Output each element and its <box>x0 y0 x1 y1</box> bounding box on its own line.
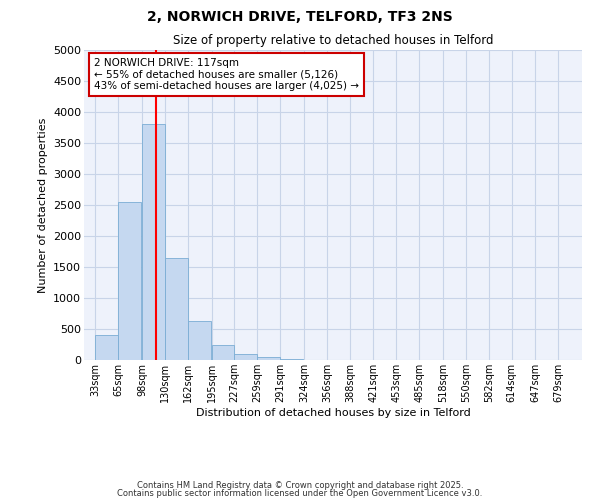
Bar <box>95 335 118 360</box>
Y-axis label: Number of detached properties: Number of detached properties <box>38 118 47 292</box>
Bar <box>235 354 257 360</box>
Text: 2, NORWICH DRIVE, TELFORD, TF3 2NS: 2, NORWICH DRIVE, TELFORD, TF3 2NS <box>147 10 453 24</box>
Bar <box>142 124 165 360</box>
Bar <box>280 359 303 360</box>
Text: Contains public sector information licensed under the Open Government Licence v3: Contains public sector information licen… <box>118 488 482 498</box>
Title: Size of property relative to detached houses in Telford: Size of property relative to detached ho… <box>173 34 493 48</box>
Bar <box>188 322 211 360</box>
Text: 2 NORWICH DRIVE: 117sqm
← 55% of detached houses are smaller (5,126)
43% of semi: 2 NORWICH DRIVE: 117sqm ← 55% of detache… <box>94 58 359 91</box>
X-axis label: Distribution of detached houses by size in Telford: Distribution of detached houses by size … <box>196 408 470 418</box>
Bar <box>118 202 142 360</box>
Bar <box>165 258 188 360</box>
Bar <box>212 344 235 360</box>
Text: Contains HM Land Registry data © Crown copyright and database right 2025.: Contains HM Land Registry data © Crown c… <box>137 481 463 490</box>
Bar <box>257 357 280 360</box>
